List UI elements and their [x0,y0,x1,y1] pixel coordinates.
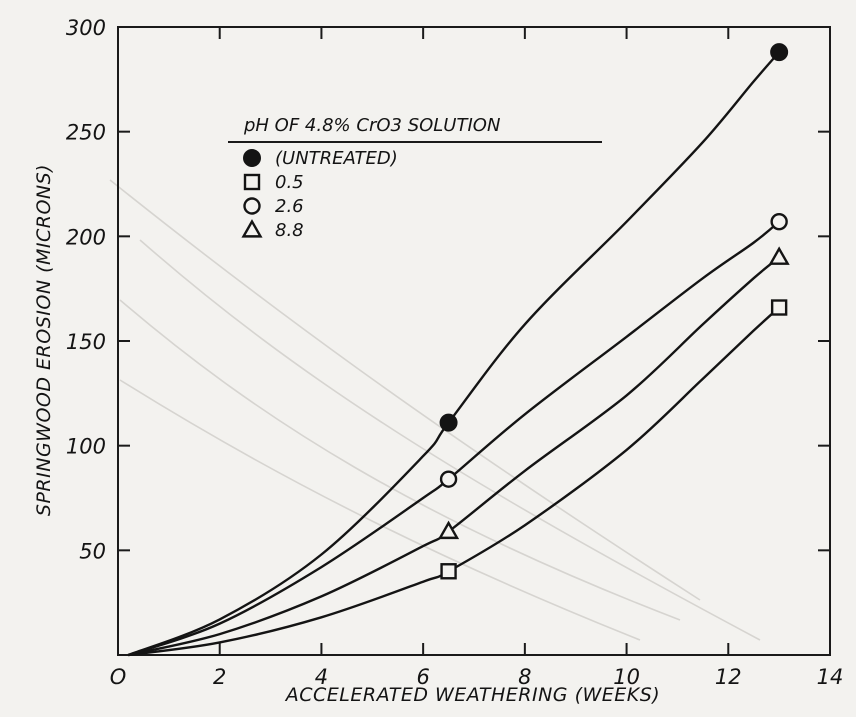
legend-label-2: 0.5 [275,172,304,193]
background-bleed-through [109,179,761,641]
series-line-4 [127,256,780,657]
legend-title: pH OF 4.8% CrO3 SOLUTION [243,115,500,136]
x-axis-label: ACCELERATED WEATHERING (WEEKS) [284,684,660,706]
legend-label-4: 8.8 [275,220,304,241]
legend-marker-3 [243,197,261,215]
series-line-2 [128,306,780,657]
data-point-series-3 [770,212,788,231]
x-tick-label: O [110,665,127,689]
data-point-series-4 [438,520,460,540]
data-point-series-2 [440,563,457,580]
data-point-series-2 [770,299,788,316]
x-tick-label: 8 [518,665,531,689]
y-tick-label: 250 [66,121,106,145]
legend-marker-1 [243,149,261,167]
legend-marker-2 [243,173,261,191]
y-tick-label: 50 [79,539,106,563]
y-tick-label: 200 [66,225,106,249]
legend-label-1: (UNTREATED) [275,148,398,169]
series-line-1 [127,51,781,657]
x-tick-label: 12 [715,665,742,689]
x-tick-label: 2 [213,665,226,689]
data-point-series-3 [439,470,458,488]
y-axis-label: SPRINGWOOD EROSION (MICRONS) [33,164,55,516]
x-tick-label: 4 [315,665,328,689]
data-point-series-4 [768,246,790,265]
x-tick-label: 10 [613,665,640,689]
data-point-series-1 [770,43,789,62]
y-tick-label: 150 [66,330,106,354]
y-tick-label: 300 [66,16,106,40]
legend-label-3: 2.6 [275,196,304,217]
x-tick-label: 14 [817,665,844,689]
data-point-series-1 [439,413,458,432]
series-line-3 [127,220,780,657]
legend-marker-4 [241,219,263,238]
x-tick-label: 6 [416,665,429,689]
y-tick-label: 100 [66,435,106,459]
legend: pH OF 4.8% CrO3 SOLUTION (UNTREATED) 0.5 2… [228,115,602,241]
